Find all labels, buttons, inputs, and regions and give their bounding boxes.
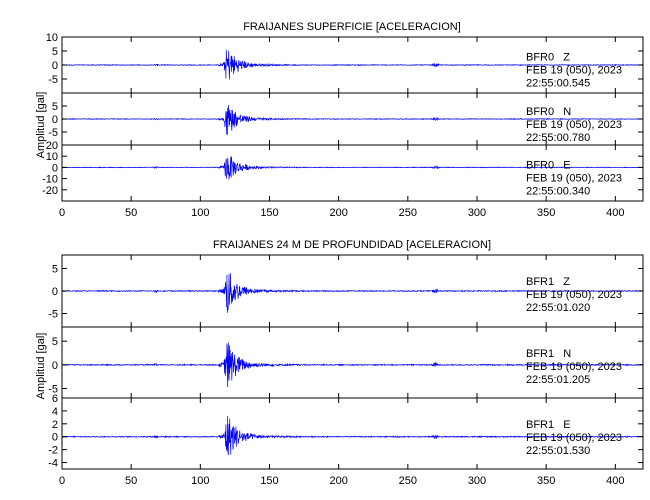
trace-station-label: BFR1 N <box>526 348 571 360</box>
y-tick-label: 0 <box>52 286 58 298</box>
waveform-line <box>61 104 644 136</box>
trace-date-label: FEB 19 (050), 2023 <box>526 432 622 444</box>
trace-time-label: 22:55:00.340 <box>526 186 590 198</box>
x-tick-label: 300 <box>468 475 486 487</box>
top-group-title: FRAIJANES SUPERFICIE [ACELERACION] <box>243 21 461 33</box>
bottom-group-title: FRAIJANES 24 M DE PROFUNDIDAD [ACELERACI… <box>213 239 491 251</box>
y-tick-label: 6 <box>52 393 58 405</box>
trace-date-label: FEB 19 (050), 2023 <box>526 65 622 77</box>
panel-frame <box>61 144 644 202</box>
y-tick-label: 20 <box>46 140 58 152</box>
x-tick-label: 250 <box>399 475 417 487</box>
y-tick-label: -4 <box>48 458 58 470</box>
waveform-line <box>61 49 644 80</box>
x-tick-label: 250 <box>399 207 417 219</box>
y-tick-label: 5 <box>52 336 58 348</box>
trace-time-label: 22:55:01.020 <box>526 302 590 314</box>
trace-station-label: BFR1 E <box>526 419 571 431</box>
x-tick-label: 0 <box>59 475 65 487</box>
trace-time-label: 22:55:00.780 <box>526 132 590 144</box>
bottom-group-ylabel: Amplitud [gal] <box>35 333 47 400</box>
x-tick-label: 300 <box>468 207 486 219</box>
trace-station-label: BFR0 E <box>526 160 571 172</box>
y-tick-label: -5 <box>48 74 58 86</box>
y-tick-label: 4 <box>52 406 58 418</box>
y-tick-label: 5 <box>52 101 58 113</box>
trace-time-label: 22:55:01.530 <box>526 445 590 457</box>
y-tick-label: 0 <box>52 162 58 174</box>
waveform-line <box>61 273 644 313</box>
trace-date-label: FEB 19 (050), 2023 <box>526 173 622 185</box>
x-tick-label: 350 <box>537 475 555 487</box>
x-tick-label: 100 <box>191 475 209 487</box>
x-tick-label: 200 <box>329 207 347 219</box>
x-tick-label: 400 <box>606 475 624 487</box>
x-tick-label: 50 <box>125 475 137 487</box>
y-tick-label: 0 <box>52 432 58 444</box>
x-tick-label: 400 <box>606 207 624 219</box>
y-tick-label: 10 <box>46 32 58 44</box>
trace-date-label: FEB 19 (050), 2023 <box>526 361 622 373</box>
top-group-ylabel: Amplitud [gal] <box>35 92 47 159</box>
y-tick-label: -10 <box>42 174 58 186</box>
y-tick-label: 5 <box>52 46 58 58</box>
trace-station-label: BFR1 Z <box>526 276 570 288</box>
x-tick-label: 0 <box>59 207 65 219</box>
y-tick-label: 0 <box>52 114 58 126</box>
y-tick-label: 5 <box>52 264 58 276</box>
y-tick-label: 0 <box>52 360 58 372</box>
waveform-line <box>61 415 644 456</box>
trace-time-label: 22:55:00.545 <box>526 78 590 90</box>
trace-time-label: 22:55:01.205 <box>526 374 590 386</box>
x-tick-label: 350 <box>537 207 555 219</box>
y-tick-label: -5 <box>48 309 58 321</box>
trace-station-label: BFR0 N <box>526 106 571 118</box>
waveform-line <box>61 342 644 387</box>
y-tick-label: 0 <box>52 60 58 72</box>
y-tick-label: -5 <box>48 127 58 139</box>
trace-station-label: BFR0 Z <box>526 52 570 64</box>
x-tick-label: 200 <box>329 475 347 487</box>
x-tick-label: 150 <box>260 475 278 487</box>
y-tick-label: -2 <box>48 445 58 457</box>
x-tick-label: 150 <box>260 207 278 219</box>
x-tick-label: 100 <box>191 207 209 219</box>
trace-date-label: FEB 19 (050), 2023 <box>526 289 622 301</box>
panel-frame <box>61 397 644 470</box>
x-tick-label: 50 <box>125 207 137 219</box>
y-tick-label: 10 <box>46 151 58 163</box>
waveform-line <box>61 156 644 180</box>
trace-date-label: FEB 19 (050), 2023 <box>526 119 622 131</box>
y-tick-label: 2 <box>52 419 58 431</box>
y-tick-label: -5 <box>48 384 58 396</box>
y-tick-label: -20 <box>42 185 58 197</box>
